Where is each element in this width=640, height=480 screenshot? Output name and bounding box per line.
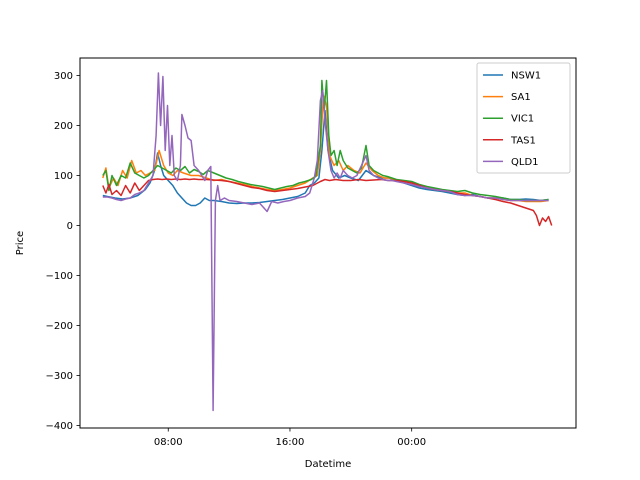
x-tick-label: 08:00 [154, 437, 183, 448]
legend-label-qld1: QLD1 [511, 157, 539, 168]
x-tick-label: 16:00 [276, 437, 305, 448]
legend: NSW1 SA1 VIC1 TAS1 QLD1 [476, 62, 571, 174]
y-tick-label: 100 [54, 171, 73, 182]
legend-label-sa1: SA1 [511, 92, 531, 103]
y-tick-label: 300 [54, 71, 73, 82]
legend-label-vic1: VIC1 [511, 114, 534, 125]
series-layer [102, 72, 553, 412]
y-axis-label: Price [15, 231, 26, 255]
x-axis: 08:00 16:00 00:00 [154, 428, 426, 448]
series-line-qld1 [102, 72, 549, 412]
y-tick-label: −300 [46, 371, 73, 382]
y-tick-label: 200 [54, 121, 73, 132]
y-tick-label: −200 [46, 321, 73, 332]
plot-frame [79, 57, 577, 429]
y-tick-label: −400 [46, 421, 73, 432]
legend-label-nsw1: NSW1 [511, 71, 541, 82]
legend-label-tas1: TAS1 [510, 135, 536, 146]
y-axis: −400 −300 −200 −100 0 100 200 300 [46, 71, 80, 432]
x-tick-label: 00:00 [397, 437, 426, 448]
y-tick-label: −100 [46, 271, 73, 282]
legend-box [476, 62, 571, 174]
y-tick-label: 0 [67, 221, 73, 232]
x-axis-label: Datetime [305, 459, 352, 470]
series-line-vic1 [102, 79, 549, 202]
